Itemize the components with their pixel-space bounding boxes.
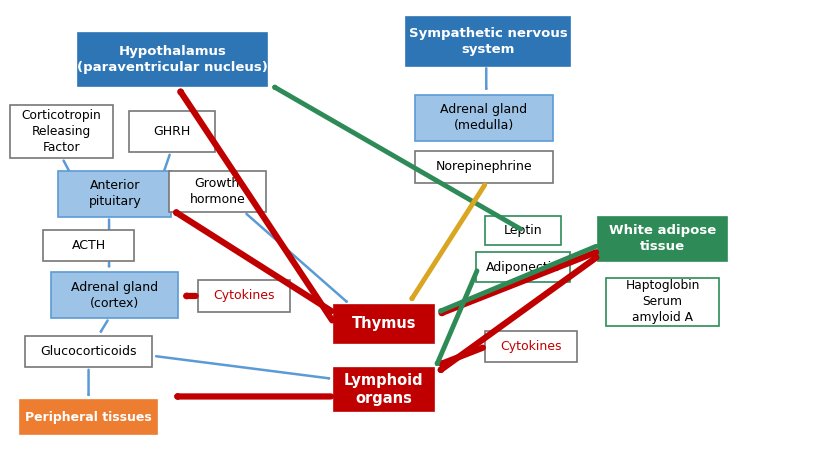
Text: Lymphoid
organs: Lymphoid organs <box>343 373 423 406</box>
Text: Cytokines: Cytokines <box>500 340 562 353</box>
FancyBboxPatch shape <box>414 95 552 141</box>
FancyBboxPatch shape <box>52 272 179 318</box>
FancyBboxPatch shape <box>333 305 433 343</box>
FancyBboxPatch shape <box>597 217 726 261</box>
Text: ACTH: ACTH <box>71 239 106 252</box>
FancyBboxPatch shape <box>333 368 433 411</box>
Text: Peripheral tissues: Peripheral tissues <box>25 411 152 424</box>
FancyBboxPatch shape <box>485 331 577 362</box>
FancyBboxPatch shape <box>198 280 290 312</box>
Text: Hypothalamus
(paraventricular nucleus): Hypothalamus (paraventricular nucleus) <box>77 46 267 74</box>
FancyBboxPatch shape <box>10 105 113 158</box>
FancyBboxPatch shape <box>129 111 215 152</box>
FancyBboxPatch shape <box>78 34 266 87</box>
Text: Growth
hormone: Growth hormone <box>189 177 245 206</box>
Text: Glucocorticoids: Glucocorticoids <box>40 345 137 358</box>
FancyBboxPatch shape <box>169 171 265 212</box>
FancyBboxPatch shape <box>25 336 152 367</box>
Text: Cytokines: Cytokines <box>213 290 275 302</box>
Text: GHRH: GHRH <box>153 125 191 138</box>
Text: Anterior
pituitary: Anterior pituitary <box>88 179 141 208</box>
Text: Haptoglobin
Serum
amyloid A: Haptoglobin Serum amyloid A <box>625 279 699 325</box>
FancyBboxPatch shape <box>475 253 570 282</box>
FancyBboxPatch shape <box>58 171 171 217</box>
Text: Leptin: Leptin <box>503 224 542 237</box>
Text: Adrenal gland
(cortex): Adrenal gland (cortex) <box>71 281 158 309</box>
FancyBboxPatch shape <box>43 230 133 261</box>
Text: Sympathetic nervous
system: Sympathetic nervous system <box>408 27 567 56</box>
Text: Adrenal gland
(medulla): Adrenal gland (medulla) <box>440 103 527 132</box>
Text: Norepinephrine: Norepinephrine <box>435 160 532 173</box>
FancyBboxPatch shape <box>405 17 569 65</box>
Text: Corticotropin
Releasing
Factor: Corticotropin Releasing Factor <box>21 109 102 154</box>
Text: Adiponectin: Adiponectin <box>486 261 559 274</box>
FancyBboxPatch shape <box>605 278 718 326</box>
FancyBboxPatch shape <box>485 216 560 245</box>
Text: White adipose
tissue: White adipose tissue <box>609 225 715 253</box>
FancyBboxPatch shape <box>20 400 157 434</box>
FancyBboxPatch shape <box>414 151 552 183</box>
Text: Thymus: Thymus <box>351 316 415 331</box>
